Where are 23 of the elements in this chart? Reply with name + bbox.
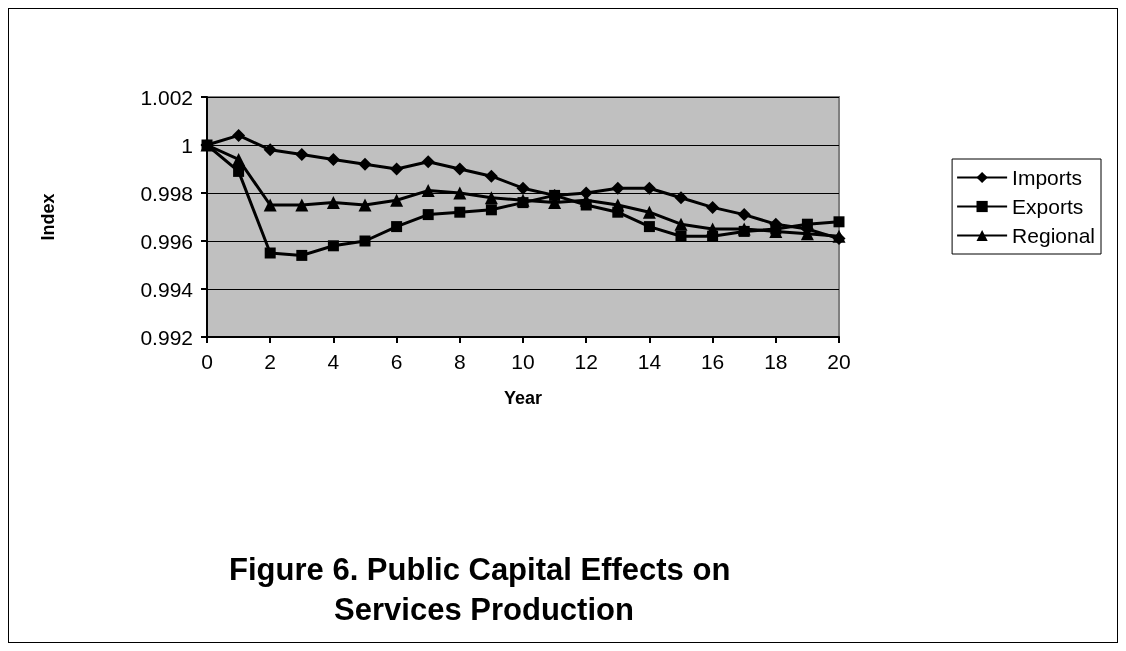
legend-label: Regional (1012, 224, 1096, 247)
y-tick-label: 0.992 (140, 325, 193, 349)
x-tick-label: 0 (201, 350, 213, 373)
x-tick-label: 6 (390, 350, 403, 373)
text: Figure 6. Public Capital Effects on Services Production (229, 551, 739, 627)
y-tick-label: 1 (181, 133, 193, 157)
x-tick-label: 4 (327, 350, 340, 373)
legend-label: Exports (1012, 195, 1084, 218)
y-axis-title: Index (38, 193, 58, 241)
x-tick-label: 20 (827, 350, 851, 373)
legend-label: Imports (1012, 166, 1083, 189)
x-tick-label: 18 (764, 350, 788, 373)
x-axis-title: Year (503, 388, 543, 408)
x-tick-label: 14 (637, 350, 662, 373)
x-tick-label: 10 (511, 350, 535, 373)
y-tick-label: 0.994 (140, 277, 194, 301)
x-tick-label: 12 (574, 350, 598, 373)
y-tick-label: 0.996 (140, 229, 193, 253)
y-tick-label: 0.998 (140, 181, 193, 205)
x-tick-label: 8 (453, 350, 466, 373)
x-tick-label: 2 (264, 350, 277, 373)
y-tick-label: 1.002 (140, 85, 193, 109)
x-tick-label: 16 (700, 350, 725, 373)
